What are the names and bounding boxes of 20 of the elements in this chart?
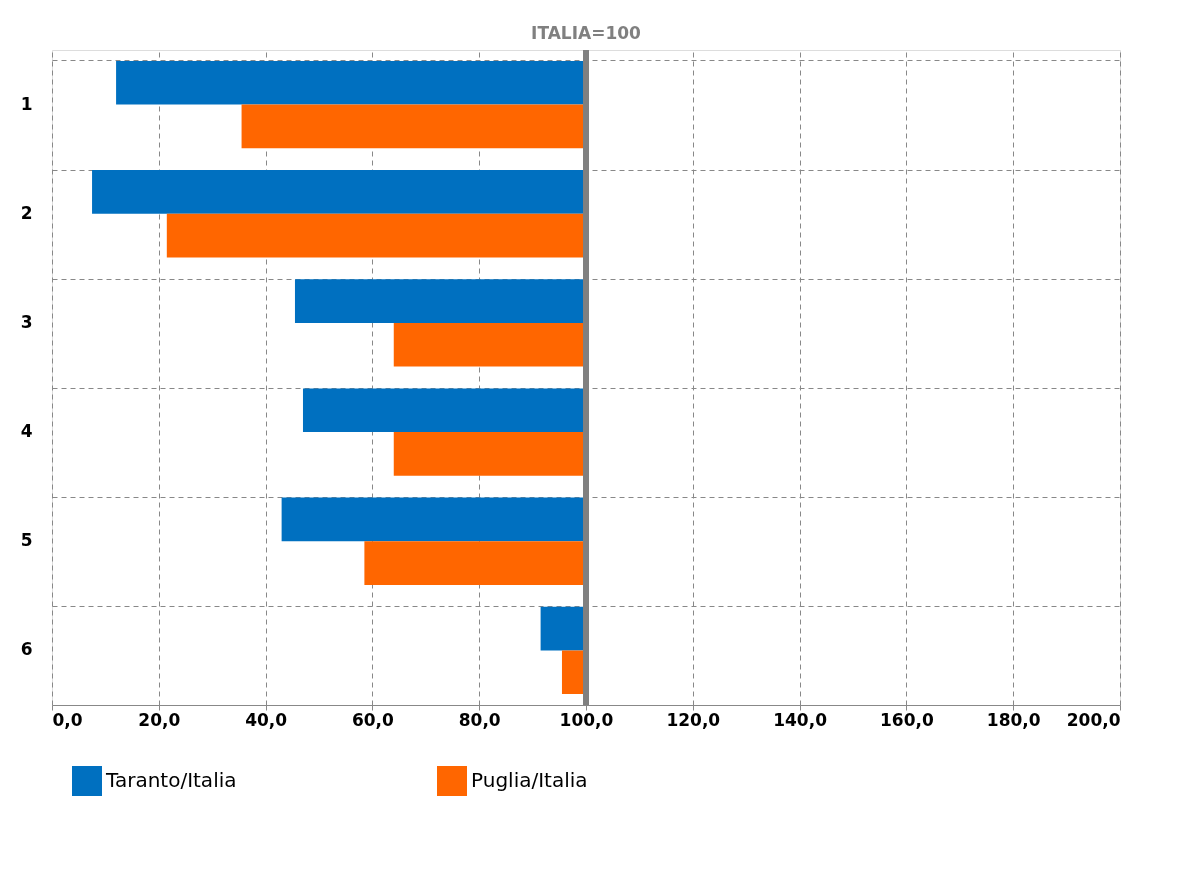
x-tick-label: 20,0	[138, 709, 181, 730]
x-tick-label: 120,0	[666, 709, 721, 730]
y-tick-label: 4	[20, 421, 33, 442]
x-tick-label: 60,0	[351, 709, 395, 730]
y-tick-label: 1	[20, 93, 33, 114]
x-tick-label: 40,0	[245, 709, 288, 730]
y-tick-label: 5	[20, 530, 33, 551]
x-tick-label: 140,0	[773, 709, 828, 730]
legend-label: Puglia/Italia	[471, 768, 588, 792]
x-tick-label: 180,0	[986, 709, 1041, 730]
x-tick-label: 100,0	[559, 709, 614, 730]
chart-title: ITALIA=100	[531, 23, 642, 43]
y-tick-label: 6	[20, 639, 33, 660]
y-tick-label: 2	[20, 202, 33, 223]
x-tick-label: 200,0	[1066, 709, 1121, 730]
y-tick-label: 3	[20, 311, 33, 332]
legend-label: Taranto/Italia	[105, 768, 237, 792]
x-tick-label: 160,0	[880, 709, 934, 730]
x-tick-label: 0,0	[52, 709, 83, 730]
x-tick-label: 80,0	[458, 709, 501, 730]
